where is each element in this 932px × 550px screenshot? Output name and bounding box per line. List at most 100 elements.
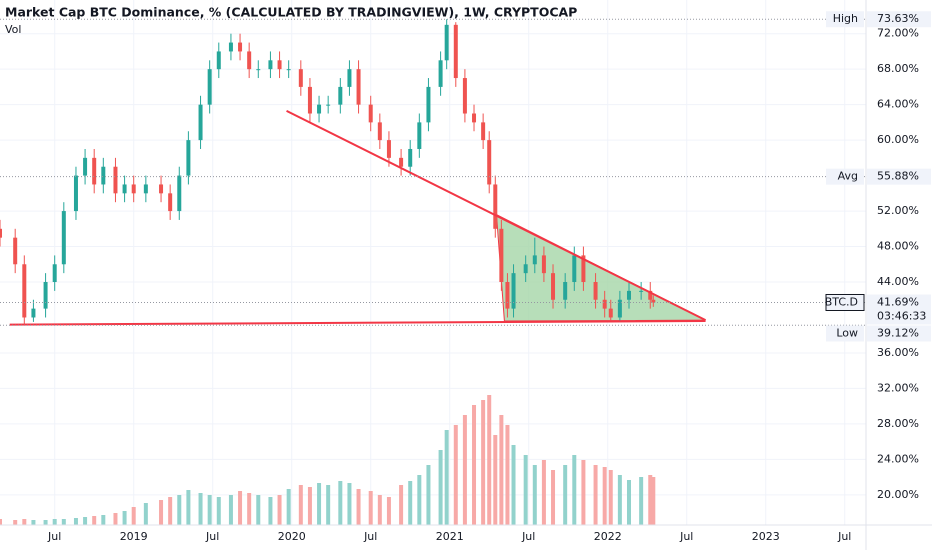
price-name: BTC.D xyxy=(825,295,858,308)
candle-body xyxy=(602,299,607,309)
volume-bar xyxy=(177,495,182,525)
candle-body xyxy=(453,24,458,79)
candle-body xyxy=(31,308,36,318)
price-label-value: 55.88% xyxy=(877,170,919,183)
volume-bar xyxy=(368,491,373,525)
volume-bar xyxy=(113,513,118,525)
candle-body xyxy=(186,140,191,176)
volume-bar xyxy=(481,400,486,525)
x-tick-label: 2023 xyxy=(752,530,780,543)
candle-body xyxy=(0,228,2,238)
volume-bar xyxy=(298,485,303,525)
candle-body xyxy=(317,104,322,114)
candle-body xyxy=(228,42,233,52)
volume-bar xyxy=(648,475,653,525)
x-tick-label: Jul xyxy=(363,530,377,543)
y-tick-label: 48.00% xyxy=(877,240,919,253)
candle-body xyxy=(83,157,88,176)
x-tick-label: 2019 xyxy=(120,530,148,543)
candle-body xyxy=(511,273,516,309)
price-label-box xyxy=(867,325,931,342)
candle-body xyxy=(22,264,27,318)
y-tick-label: 28.00% xyxy=(877,417,919,430)
candle-body xyxy=(487,140,492,185)
volume-bar xyxy=(256,495,261,525)
x-tick-label: Jul xyxy=(679,530,693,543)
candle-body xyxy=(52,264,57,283)
candle-body xyxy=(472,113,477,123)
candle-body xyxy=(122,184,127,194)
volume-bar xyxy=(216,497,221,525)
candle-body xyxy=(651,299,656,303)
x-tick-label: Jul xyxy=(205,530,219,543)
volume-bar xyxy=(101,515,106,525)
y-tick-label: 24.00% xyxy=(877,452,919,465)
volume-bar xyxy=(143,503,148,525)
x-tick-label: 2021 xyxy=(436,530,464,543)
volume-bar xyxy=(92,516,97,525)
volume-bar xyxy=(207,495,212,525)
volume-bar xyxy=(31,520,36,525)
y-tick-label: 72.00% xyxy=(877,27,919,40)
chart-title: Market Cap BTC Dominance, % (CALCULATED … xyxy=(5,5,577,20)
volume-bar xyxy=(563,465,568,525)
candle-body xyxy=(347,69,352,87)
volume-bar xyxy=(551,470,556,525)
volume-bar xyxy=(268,497,273,525)
volume-label: Vol xyxy=(5,23,21,36)
candle-body xyxy=(43,282,48,309)
candle-body xyxy=(168,193,173,212)
candle-body xyxy=(581,255,586,283)
volume-bar xyxy=(186,490,191,525)
y-tick-label: 32.00% xyxy=(877,381,919,394)
candle-body xyxy=(92,157,97,185)
candle-body xyxy=(73,175,78,212)
price-name-box xyxy=(826,325,864,342)
volume-bar xyxy=(43,520,48,525)
volume-bar xyxy=(651,477,656,525)
price-name: Low xyxy=(836,326,858,339)
volume-bar xyxy=(73,518,78,525)
candle-body xyxy=(13,237,18,265)
candle-body xyxy=(177,175,182,212)
candle-body xyxy=(159,184,164,194)
volume-bar xyxy=(487,395,492,525)
volume-bar xyxy=(399,485,404,525)
price-label-box xyxy=(867,294,931,325)
y-tick-label: 60.00% xyxy=(877,133,919,146)
candle-body xyxy=(639,290,644,292)
trendline xyxy=(286,109,707,322)
volume-bar xyxy=(22,519,27,525)
candle-body xyxy=(462,78,467,114)
price-name-box xyxy=(825,293,865,311)
candle-body xyxy=(113,166,118,194)
x-tick-label: Jul xyxy=(837,530,851,543)
volume-bar xyxy=(444,430,449,525)
candle-body xyxy=(444,24,449,61)
volume-bar xyxy=(356,489,361,525)
volume-bar xyxy=(83,517,88,525)
candle-body xyxy=(307,86,312,114)
candle-body xyxy=(143,184,148,194)
volume-bar xyxy=(472,405,477,525)
volume-bar xyxy=(247,493,252,525)
candle-body xyxy=(563,282,568,300)
volume-bar xyxy=(453,425,458,525)
price-name-box xyxy=(826,11,864,28)
candle-body xyxy=(417,122,422,149)
candle-body xyxy=(131,184,136,194)
volume-bar xyxy=(377,495,382,525)
volume-bar xyxy=(198,493,203,525)
candle-body xyxy=(572,255,577,283)
y-tick-label: 36.00% xyxy=(877,346,919,359)
volume-bar xyxy=(408,481,413,525)
trendline xyxy=(9,320,706,326)
candle-body xyxy=(626,290,631,300)
volume-bar xyxy=(159,500,164,525)
volume-bar xyxy=(52,519,57,525)
price-name: High xyxy=(833,12,858,25)
price-label-box xyxy=(867,168,931,185)
candle-body xyxy=(338,86,343,105)
candle-body xyxy=(207,69,212,105)
